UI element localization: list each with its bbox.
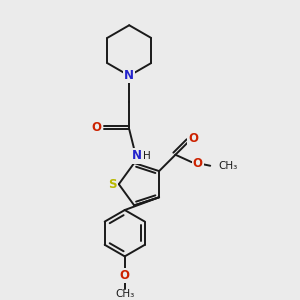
Text: O: O — [193, 157, 203, 170]
Text: N: N — [124, 69, 134, 82]
Text: CH₃: CH₃ — [218, 161, 238, 171]
Text: N: N — [132, 149, 142, 163]
Text: CH₃: CH₃ — [115, 290, 134, 299]
Text: O: O — [120, 269, 130, 282]
Text: O: O — [188, 132, 198, 145]
Text: S: S — [108, 178, 116, 191]
Text: H: H — [142, 151, 150, 161]
Text: O: O — [92, 121, 101, 134]
